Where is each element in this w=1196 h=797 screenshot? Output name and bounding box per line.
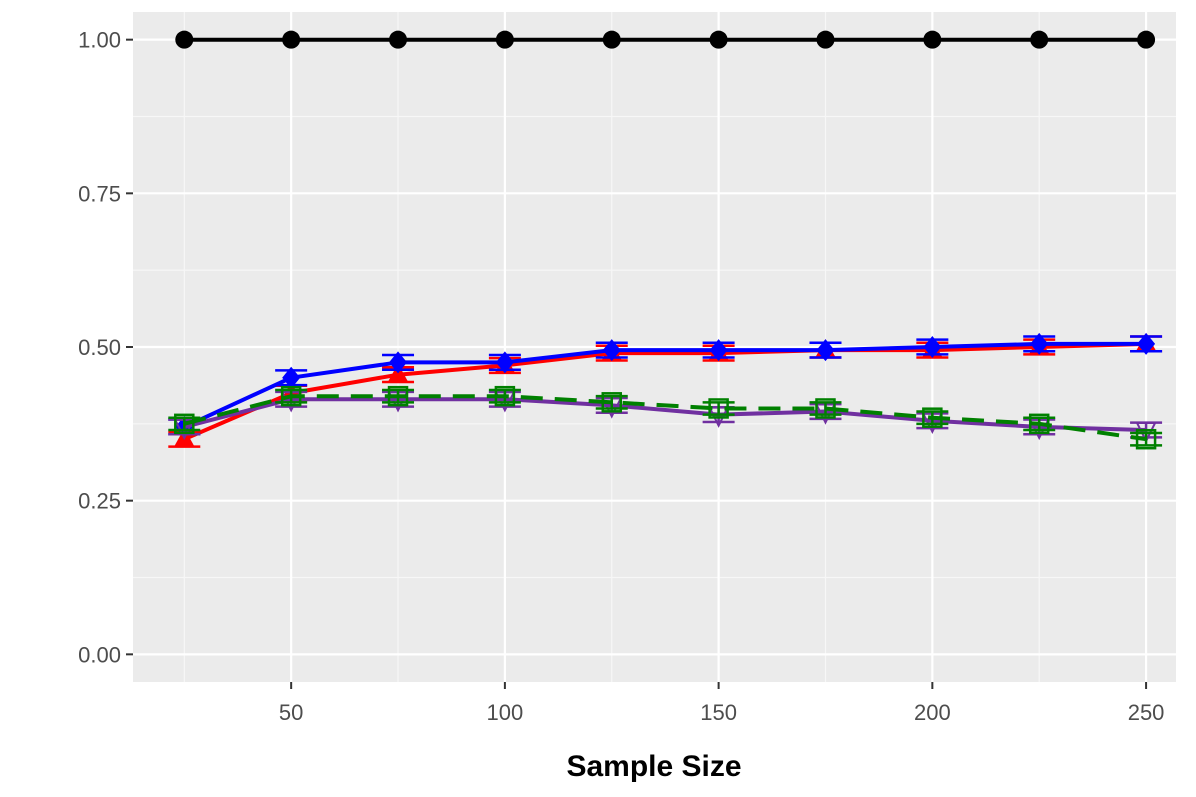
data-point	[175, 30, 194, 49]
y-tick-label: 0.75	[78, 181, 121, 206]
y-tick-label: 0.25	[78, 489, 121, 514]
data-point	[389, 351, 408, 374]
series-line	[183, 397, 1147, 432]
y-tick-label: 0.50	[78, 335, 121, 360]
data-point	[601, 392, 623, 413]
data-point	[602, 30, 621, 49]
x-axis: 50 100 150 200 250	[279, 682, 1165, 725]
data-point	[282, 30, 301, 49]
y-tick-label: 0.00	[78, 642, 121, 667]
data-point	[280, 385, 302, 407]
data-point	[387, 385, 409, 407]
data-point	[815, 398, 836, 419]
series-0	[175, 30, 1156, 49]
data-point	[1135, 428, 1157, 450]
x-tick-label: 100	[487, 700, 524, 725]
x-tick-label: 250	[1128, 700, 1165, 725]
series-line	[183, 394, 1147, 442]
x-tick-label: 200	[914, 700, 951, 725]
data-point	[389, 30, 408, 49]
series-4	[168, 385, 1163, 450]
data-point	[816, 339, 835, 362]
series-line	[183, 341, 1147, 442]
data-point	[1137, 30, 1156, 49]
data-point	[282, 366, 301, 389]
x-tick-label: 150	[700, 700, 737, 725]
data-point	[1137, 332, 1156, 355]
data-point	[494, 385, 516, 407]
data-point	[174, 413, 195, 435]
data-point	[1030, 332, 1049, 355]
data-point	[708, 398, 729, 419]
data-point	[602, 339, 621, 362]
data-point	[1028, 413, 1050, 435]
data-point	[923, 336, 942, 358]
data-point	[816, 30, 835, 49]
y-axis: 0.00 0.25 0.50 0.75 1.00	[78, 28, 133, 667]
series-layer	[168, 30, 1163, 450]
data-point	[922, 407, 943, 428]
x-tick-label: 50	[279, 700, 303, 725]
data-point	[923, 30, 942, 49]
series-line	[183, 341, 1147, 429]
data-point	[709, 30, 728, 49]
data-point	[495, 30, 514, 49]
y-tick-label: 1.00	[78, 28, 121, 53]
minor-grid	[133, 12, 1176, 682]
data-point	[495, 351, 514, 374]
data-point	[1030, 30, 1049, 49]
data-point	[709, 339, 728, 362]
x-axis-title: Sample Size	[566, 750, 741, 783]
